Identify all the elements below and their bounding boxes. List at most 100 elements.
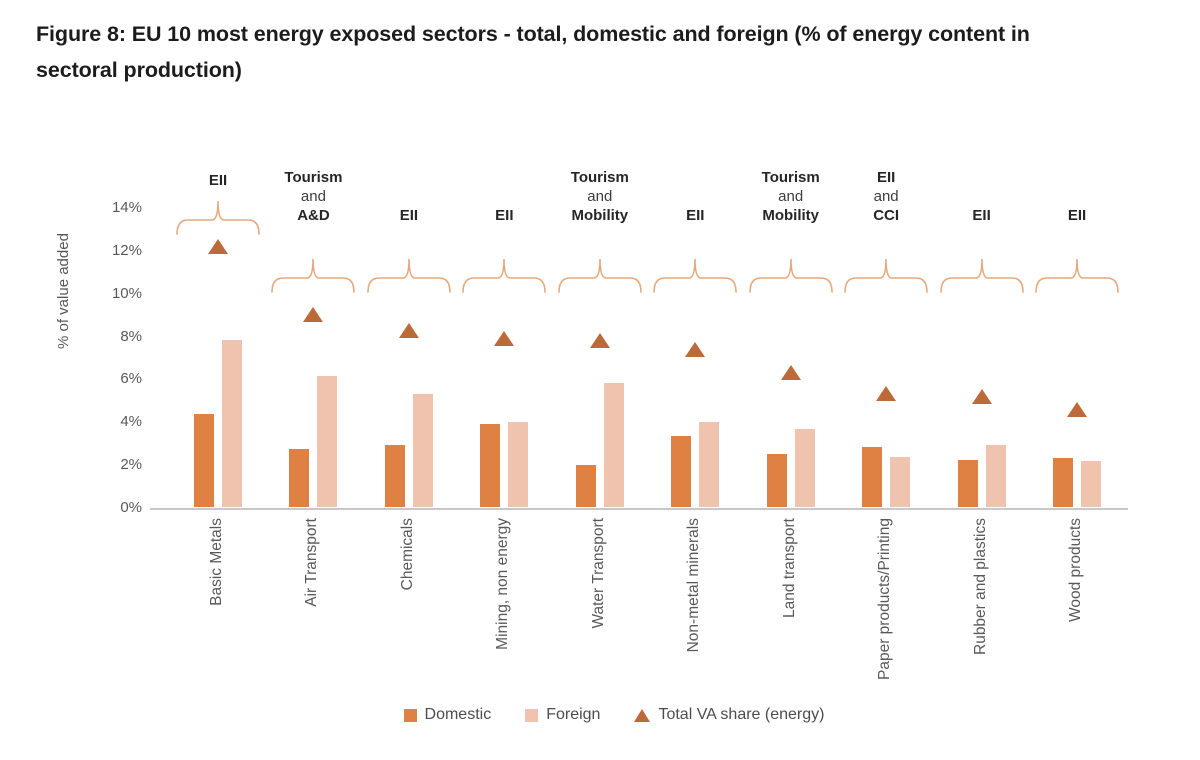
bar-domestic — [384, 444, 405, 507]
group-brace — [748, 256, 834, 299]
group-brace — [557, 256, 643, 299]
group-annotation-line: and — [778, 188, 804, 205]
group-annotation-line: EII — [495, 207, 514, 224]
bar-foreign — [412, 394, 433, 507]
total-va-marker — [971, 388, 992, 404]
y-tick-label: 6% — [120, 370, 142, 388]
total-va-marker — [303, 307, 324, 323]
legend-item: Domestic — [403, 706, 492, 724]
bar-domestic — [766, 454, 787, 507]
bar-foreign — [603, 382, 624, 507]
group-annotation-line: Tourism — [761, 169, 820, 186]
group-brace — [939, 256, 1025, 299]
x-axis-label: Mining, non energy — [494, 518, 512, 650]
x-axis-label: Water Transport — [589, 518, 607, 629]
legend-label: Total VA share (energy) — [658, 706, 825, 723]
total-va-marker — [208, 238, 228, 254]
bar-foreign — [985, 444, 1006, 507]
x-axis-label: Paper products/Printing — [876, 518, 894, 680]
x-axis-line — [150, 508, 1128, 510]
bar-foreign — [794, 428, 815, 507]
group-annotation-line: and — [587, 188, 613, 205]
x-axis-label: Basic Metals — [208, 518, 225, 606]
total-va-marker — [876, 386, 897, 402]
figure-title-line-2: sectoral production) — [36, 58, 242, 82]
bar-foreign — [890, 456, 911, 507]
bar-domestic — [671, 436, 692, 507]
group-annotation: EII and CCI — [826, 168, 946, 225]
total-va-marker — [589, 332, 610, 348]
group-brace — [843, 256, 929, 299]
group-annotation-line: Tourism — [284, 169, 343, 186]
legend-label: Foreign — [546, 706, 601, 723]
total-va-marker — [685, 342, 706, 358]
legend-triangle-icon — [634, 708, 651, 722]
group-annotation-line: EII — [876, 169, 896, 186]
group-annotation-line: EII — [686, 207, 705, 224]
total-va-marker — [780, 364, 801, 380]
y-tick-label: 12% — [111, 241, 142, 259]
bar-foreign — [699, 422, 720, 507]
y-tick-label: 4% — [120, 413, 142, 431]
figure-title: Figure 8: EU 10 most energy exposed sect… — [36, 16, 1186, 88]
legend-square-icon — [525, 708, 539, 722]
group-brace — [366, 256, 452, 299]
x-axis-label: Land transport — [780, 518, 798, 618]
bar-domestic — [957, 459, 978, 507]
bar-domestic — [862, 446, 883, 507]
group-annotation-line: EII — [399, 207, 419, 224]
group-brace — [270, 256, 356, 299]
group-annotation: EII — [635, 206, 755, 225]
legend-item: Foreign — [525, 706, 600, 724]
figure-title-line-1: Figure 8: EU 10 most energy exposed sect… — [36, 22, 1030, 46]
x-axis-label: Rubber and plastics — [971, 518, 989, 655]
x-axis-label: Wood products — [1067, 518, 1085, 622]
legend-label: Domestic — [424, 706, 492, 723]
group-annotation-line: EII — [208, 172, 228, 189]
group-annotation: Tourism and A&D — [253, 168, 373, 225]
y-tick-label: 14% — [111, 198, 142, 216]
group-annotation-line: and — [300, 188, 326, 205]
group-annotation-line: Mobility — [762, 207, 820, 224]
group-brace — [175, 198, 261, 241]
group-annotation: EII — [444, 206, 564, 225]
total-va-marker — [398, 323, 419, 339]
bar-foreign — [317, 376, 338, 507]
bar-domestic — [480, 424, 501, 507]
y-tick-label: 10% — [111, 284, 142, 302]
group-brace — [461, 256, 547, 299]
group-annotation-line: Tourism — [570, 169, 629, 186]
x-axis-label: Chemicals — [398, 518, 416, 591]
total-va-marker — [1067, 402, 1088, 418]
legend-item: Total VA share (energy) — [634, 706, 824, 724]
x-axis-label: Air Transport — [303, 518, 321, 607]
group-brace — [1034, 256, 1120, 299]
group-annotation-line: and — [873, 188, 899, 205]
y-tick-label: 0% — [120, 499, 142, 516]
bar-domestic — [289, 449, 310, 507]
y-tick-label: 2% — [120, 456, 142, 474]
total-va-marker — [494, 330, 515, 346]
group-annotation: EII — [922, 206, 1042, 225]
legend-square-icon — [403, 708, 417, 722]
y-tick-label: 8% — [120, 327, 142, 345]
group-annotation-line: A&D — [297, 207, 330, 224]
bar-domestic — [194, 413, 214, 507]
group-annotation-line: EII — [972, 207, 991, 224]
group-annotation: Tourism and Mobility — [540, 168, 660, 225]
group-annotation-line: Mobility — [571, 207, 629, 224]
group-annotation: EII — [1017, 206, 1137, 225]
group-annotation: EII — [158, 171, 278, 190]
group-annotation: Tourism and Mobility — [731, 168, 851, 225]
group-annotation-line: EII — [1067, 207, 1087, 224]
group-brace — [652, 256, 738, 299]
bar-foreign — [222, 339, 242, 507]
group-annotation: EII — [349, 206, 469, 225]
bar-domestic — [1053, 457, 1074, 507]
x-axis-label: Non-metal minerals — [685, 518, 703, 653]
chart-legend: Domestic Foreign Total VA share (energy) — [14, 706, 1200, 724]
bar-foreign — [508, 422, 529, 507]
bar-foreign — [1081, 460, 1102, 507]
